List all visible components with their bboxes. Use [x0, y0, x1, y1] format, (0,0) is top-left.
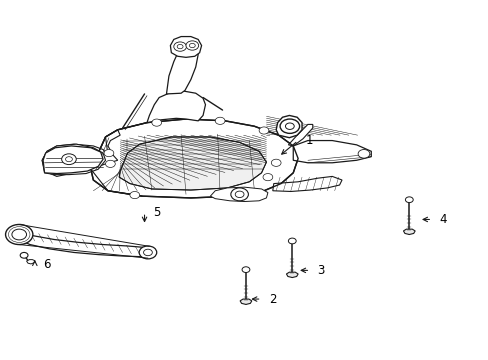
Circle shape — [105, 160, 115, 167]
Polygon shape — [288, 125, 312, 146]
Circle shape — [65, 157, 72, 162]
Circle shape — [130, 192, 140, 199]
Circle shape — [280, 119, 299, 134]
Polygon shape — [293, 140, 370, 163]
Polygon shape — [91, 119, 298, 198]
Circle shape — [152, 119, 161, 126]
Circle shape — [215, 117, 224, 125]
Polygon shape — [26, 260, 35, 264]
Circle shape — [285, 123, 294, 130]
Polygon shape — [276, 116, 302, 138]
Circle shape — [271, 159, 281, 166]
Polygon shape — [403, 229, 414, 234]
Polygon shape — [170, 37, 201, 57]
Polygon shape — [272, 176, 341, 192]
Circle shape — [5, 225, 33, 244]
Polygon shape — [42, 144, 105, 175]
Circle shape — [104, 149, 114, 157]
Text: 1: 1 — [305, 134, 312, 147]
Circle shape — [235, 191, 244, 198]
Text: 6: 6 — [43, 258, 51, 271]
Circle shape — [263, 174, 272, 181]
Circle shape — [20, 252, 28, 258]
Text: 4: 4 — [439, 213, 446, 226]
Circle shape — [259, 127, 268, 134]
Polygon shape — [119, 137, 266, 190]
Polygon shape — [210, 187, 267, 202]
Text: 2: 2 — [268, 293, 276, 306]
Circle shape — [230, 188, 248, 201]
Circle shape — [61, 154, 76, 165]
Circle shape — [185, 41, 198, 50]
Polygon shape — [42, 130, 120, 176]
Text: 3: 3 — [317, 264, 325, 277]
Polygon shape — [11, 230, 152, 257]
Polygon shape — [147, 91, 205, 123]
Circle shape — [242, 267, 249, 273]
Circle shape — [12, 229, 26, 240]
Circle shape — [139, 246, 157, 259]
Circle shape — [173, 42, 186, 51]
Circle shape — [288, 238, 296, 244]
Circle shape — [177, 44, 183, 49]
Text: 5: 5 — [153, 206, 161, 219]
Polygon shape — [240, 299, 251, 305]
Polygon shape — [43, 146, 103, 174]
Circle shape — [143, 249, 152, 256]
Polygon shape — [166, 44, 198, 94]
Circle shape — [405, 197, 412, 203]
Circle shape — [189, 43, 195, 48]
Circle shape — [357, 149, 369, 158]
Polygon shape — [286, 272, 298, 278]
